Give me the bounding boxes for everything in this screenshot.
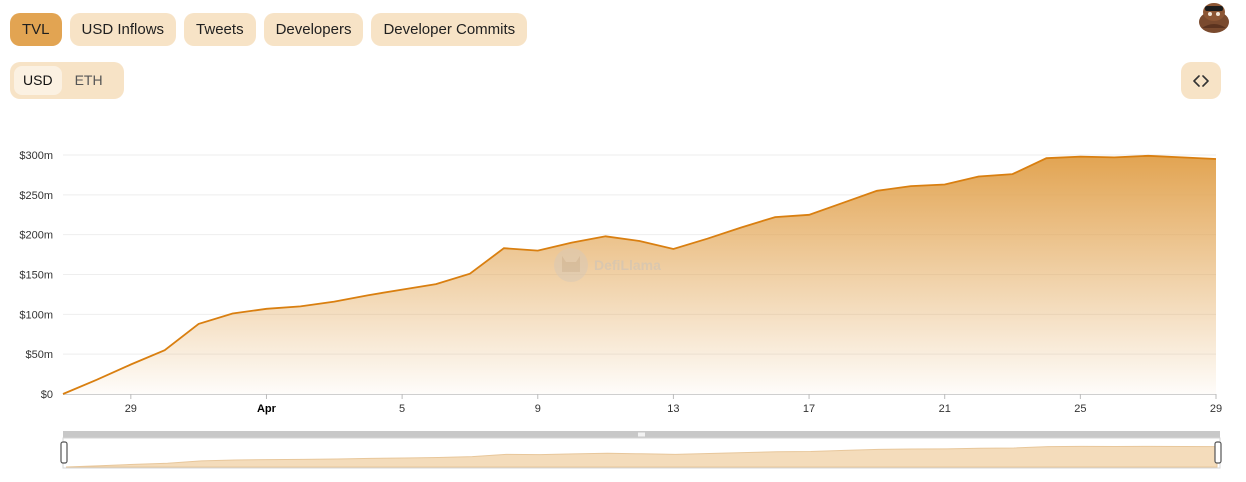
denomination-eth[interactable]: ETH bbox=[74, 72, 103, 88]
x-tick-label: 29 bbox=[1210, 403, 1222, 415]
y-tick-label: $50m bbox=[25, 349, 53, 361]
slider-handle-left[interactable] bbox=[60, 441, 68, 464]
code-brackets-icon bbox=[1193, 74, 1209, 87]
x-tick-label: 21 bbox=[939, 403, 951, 415]
y-tick-label: $250m bbox=[19, 190, 53, 202]
range-slider[interactable] bbox=[60, 431, 1222, 469]
y-tick-label: $0 bbox=[41, 389, 53, 401]
denomination-usd[interactable]: USD bbox=[14, 66, 62, 95]
x-tick-label: 29 bbox=[125, 403, 137, 415]
tab-tweets[interactable]: Tweets bbox=[184, 13, 256, 46]
x-tick-label: 17 bbox=[803, 403, 815, 415]
tvl-line bbox=[62, 154, 1217, 395]
slider-grip-icon[interactable] bbox=[638, 432, 645, 437]
user-avatar-icon[interactable] bbox=[1196, 0, 1232, 34]
y-tick-label: $300m bbox=[19, 150, 53, 162]
tab-tvl[interactable]: TVL bbox=[10, 13, 62, 46]
tab-developer-commits[interactable]: Developer Commits bbox=[371, 13, 528, 46]
y-tick-label: $100m bbox=[19, 309, 53, 321]
tab-usd-inflows[interactable]: USD Inflows bbox=[69, 13, 177, 46]
slider-preview-area bbox=[65, 445, 1218, 468]
x-tick-label: 5 bbox=[399, 403, 405, 415]
watermark-text: DefiLlama bbox=[594, 257, 661, 273]
embed-button[interactable] bbox=[1181, 62, 1221, 99]
y-tick-label: $200m bbox=[19, 230, 53, 242]
x-tick-label: 13 bbox=[667, 403, 679, 415]
tvl-area bbox=[63, 155, 1216, 394]
defillama-watermark: DefiLlama bbox=[554, 248, 661, 282]
x-tick-label: Apr bbox=[257, 403, 277, 415]
x-tick-label: 9 bbox=[535, 403, 541, 415]
denomination-toggle: USD ETH bbox=[10, 62, 124, 99]
x-tick-label: 25 bbox=[1074, 403, 1086, 415]
chart-type-tabs: TVL USD Inflows Tweets Developers Develo… bbox=[10, 13, 528, 46]
tab-developers[interactable]: Developers bbox=[263, 13, 364, 46]
slider-handle-right[interactable] bbox=[1214, 441, 1222, 464]
y-tick-label: $150m bbox=[19, 270, 53, 282]
